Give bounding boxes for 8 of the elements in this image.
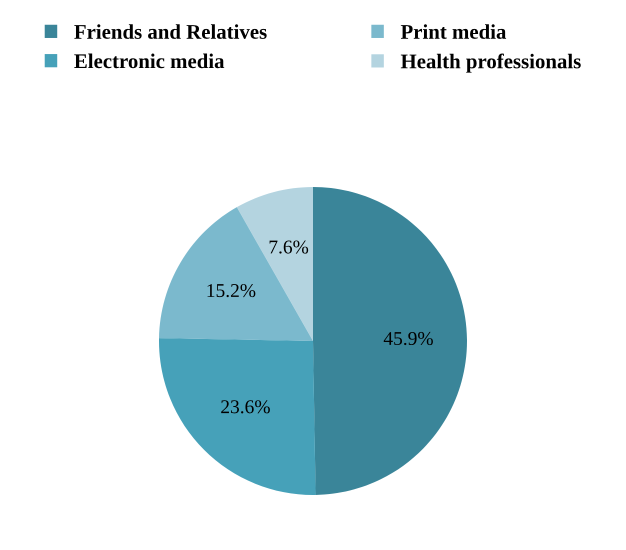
legend-label: Friends and Relatives <box>74 24 267 39</box>
data-label: 7.6% <box>270 240 308 254</box>
legend-label: Electronic media <box>74 54 224 68</box>
legend-label: Health professionals <box>400 54 581 73</box>
data-label: 23.6% <box>221 400 270 414</box>
data-label: 45.9% <box>384 332 433 346</box>
data-label: 15.2% <box>208 284 256 298</box>
legend-label: Print media <box>400 24 506 39</box>
